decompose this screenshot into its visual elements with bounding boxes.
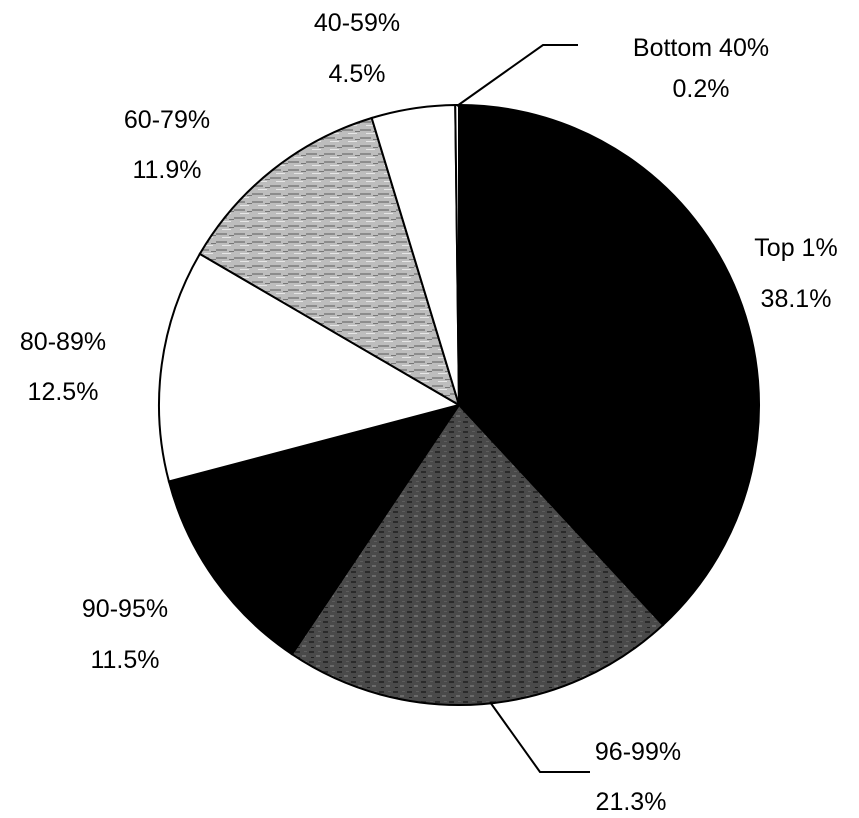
slice-label-name: Top 1%: [754, 234, 837, 262]
pie-slice-96-99: [290, 403, 665, 706]
slice-label-name: Bottom 40%: [633, 34, 769, 62]
pie-slice-60-79: [198, 116, 461, 408]
pie-slice-90-95: [167, 403, 462, 656]
slice-label-name: 96-99%: [595, 738, 681, 766]
label-top-1: Top 1% 38.1%: [754, 234, 837, 313]
slice-label-value: 4.5%: [329, 60, 386, 88]
slice-label-value: 0.2%: [673, 75, 730, 103]
slice-label-name: 60-79%: [124, 106, 210, 134]
pie-slice-top-1: [458, 103, 760, 627]
label-60-79: 60-79% 11.9%: [124, 106, 210, 184]
label-bottom-40: Bottom 40% 0.2%: [633, 34, 769, 103]
slice-label-value: 38.1%: [761, 285, 832, 313]
slice-label-name: 40-59%: [314, 9, 400, 37]
leader-line-96-99: [489, 701, 590, 773]
pie-slice-80-89: [158, 252, 462, 483]
pie-slices: [158, 103, 760, 706]
leader-lines: [456, 44, 590, 773]
slice-label-name: 80-89%: [20, 328, 106, 356]
slice-label-name: 90-95%: [82, 595, 168, 623]
slice-labels: Top 1% 38.1% 96-99% 21.3% 90-95% 11.5% 8…: [20, 9, 838, 816]
slice-label-value: 11.5%: [90, 646, 159, 674]
label-90-95: 90-95% 11.5%: [82, 595, 168, 674]
slice-label-value: 11.9%: [132, 156, 201, 184]
label-96-99: 96-99% 21.3%: [595, 738, 681, 816]
label-80-89: 80-89% 12.5%: [20, 328, 106, 406]
slice-label-value: 12.5%: [28, 378, 99, 406]
slice-label-value: 21.3%: [596, 788, 667, 816]
leader-line-bottom-40: [456, 44, 578, 107]
label-40-59: 40-59% 4.5%: [314, 9, 400, 88]
